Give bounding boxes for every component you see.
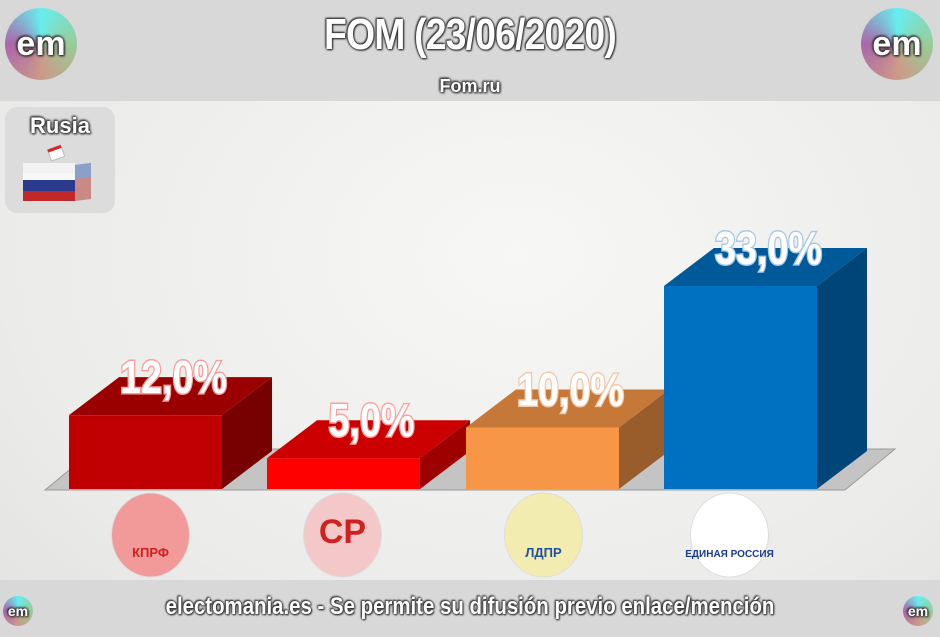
data-label: 5,0%	[329, 395, 415, 446]
bar	[664, 248, 867, 489]
bar-side	[817, 248, 867, 489]
bar-top	[664, 248, 867, 286]
logo-disc	[111, 492, 190, 578]
data-label: 12,0%	[120, 352, 227, 403]
party-logo-icon: СР	[303, 492, 382, 578]
bar-top	[69, 377, 272, 416]
data-label: 33,0%	[715, 222, 822, 273]
region-label: Rusia	[30, 113, 90, 138]
party-logo-icon: ЛДПР	[504, 492, 583, 578]
bar-side	[420, 420, 470, 489]
ballot-box-icon	[23, 144, 91, 201]
party-logo-text: СР	[319, 513, 366, 551]
bar	[69, 377, 272, 489]
em-logo-icon: em	[861, 8, 933, 80]
bar-front	[466, 427, 619, 489]
bar-front	[267, 458, 420, 489]
data-label: 10,0%	[517, 364, 624, 415]
logo-text: em	[16, 24, 66, 63]
bar-side	[222, 377, 272, 489]
logo-text: em	[7, 603, 29, 619]
party-logo-icon: ЕДИНАЯ РОССИЯ	[685, 492, 774, 578]
bar-top	[267, 420, 470, 459]
party-logo-text: ЛДПР	[525, 545, 562, 560]
logo-text: em	[872, 24, 922, 63]
em-logo-icon: em	[3, 596, 33, 626]
chart-subtitle: Fom.ru	[439, 76, 501, 96]
bar-top	[466, 389, 669, 428]
logo-text: em	[907, 603, 929, 619]
chart-title: FOM (23/06/2020)	[324, 10, 617, 59]
logo-disc	[303, 492, 382, 578]
bar	[267, 420, 470, 489]
party-logo-icon: КПРФ	[111, 492, 190, 578]
bar-side	[619, 389, 669, 489]
region-badge: Rusia	[5, 107, 115, 213]
footer-band	[0, 580, 940, 637]
bar-front	[664, 286, 817, 489]
em-logo-icon: em	[903, 596, 933, 626]
footer-credit: electomania.es - Se permite su difusión …	[165, 593, 775, 620]
bar	[466, 389, 669, 489]
logo-disc	[504, 492, 583, 578]
header-band	[0, 0, 940, 101]
party-logo-text: ЕДИНАЯ РОССИЯ	[685, 549, 774, 560]
em-logo-icon: em	[5, 8, 77, 80]
logo-disc	[690, 492, 769, 578]
bar-front	[69, 415, 222, 489]
party-logo-text: КПРФ	[132, 545, 169, 560]
